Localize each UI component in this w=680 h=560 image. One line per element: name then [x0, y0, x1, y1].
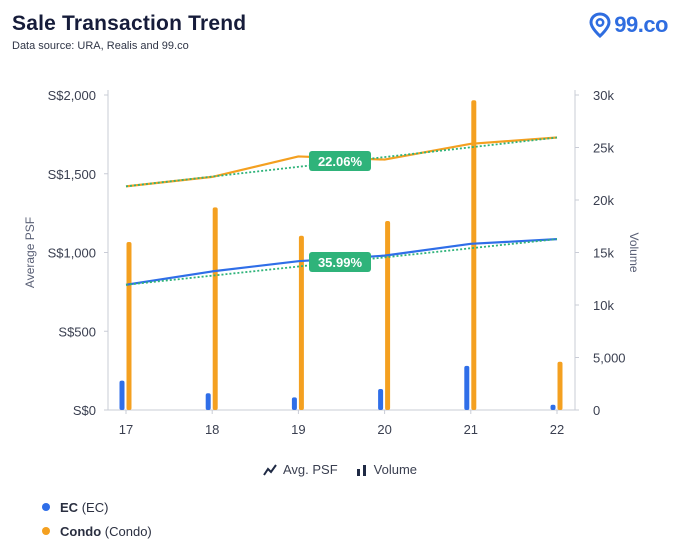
bar-condo	[212, 207, 218, 410]
x-tick-label: 20	[377, 422, 391, 437]
y-tick-label: S$500	[58, 324, 96, 339]
y-tick-label: S$0	[73, 403, 96, 418]
legend-label-avg-psf: Avg. PSF	[282, 462, 338, 477]
logo-text: 99.co	[614, 12, 668, 37]
growth-badge	[309, 151, 371, 171]
x-tick-label: 19	[291, 422, 305, 437]
x-tick-label: 18	[205, 422, 219, 437]
bar-condo	[557, 361, 563, 410]
y-tick-label: S$1,500	[48, 167, 96, 182]
y2-tick-label: 10k	[593, 298, 614, 313]
y2-tick-label: 25k	[593, 141, 614, 156]
location-pin-icon	[589, 12, 611, 38]
series-legend-ec[interactable]: EC (EC)	[42, 496, 152, 518]
bar-condo	[298, 235, 304, 410]
x-tick-label: 22	[550, 422, 564, 437]
series-legend-condo[interactable]: Condo (Condo)	[42, 520, 152, 542]
brand-logo: 99.co	[588, 12, 668, 38]
bar-ec	[119, 380, 125, 410]
bar-ec	[205, 393, 211, 410]
chart-legend: Avg. PSF Volume	[0, 462, 680, 477]
growth-badge	[309, 252, 371, 272]
series-name-ec: (EC)	[81, 499, 109, 515]
series-legend: EC (EC) Condo (Condo)	[42, 496, 152, 544]
growth-badge-label: 35.99%	[318, 255, 363, 270]
y2-tick-label: 20k	[593, 193, 614, 208]
bar-ec	[378, 389, 384, 410]
series-code-condo: Condo	[60, 523, 102, 539]
bar-condo	[385, 221, 391, 410]
chart-subtitle: Data source: URA, Realis and 99.co	[12, 40, 189, 52]
bar-ec	[550, 404, 556, 410]
series-code-ec: EC	[60, 499, 79, 515]
y-tick-label: S$2,000	[48, 88, 96, 103]
y2-tick-label: 30k	[593, 88, 614, 103]
y2-tick-label: 0	[593, 403, 600, 418]
legend-item-volume[interactable]: Volume	[356, 462, 417, 477]
series-name-condo: (Condo)	[104, 523, 152, 539]
ec-dot-icon	[42, 503, 50, 511]
y2-tick-label: 5,000	[593, 351, 626, 366]
line-chart-icon	[263, 463, 277, 476]
bar-chart-icon	[356, 464, 366, 476]
bar-ec	[291, 397, 297, 410]
y-tick-label: S$1,000	[48, 246, 96, 261]
chart-header: Sale Transaction Trend Data source: URA,…	[12, 12, 246, 52]
bar-condo	[471, 100, 477, 410]
bar-condo	[126, 242, 132, 410]
y2-axis-title: Volume	[627, 232, 641, 272]
bar-ec	[464, 365, 470, 410]
legend-label-volume: Volume	[373, 462, 418, 477]
y2-tick-label: 15k	[593, 246, 614, 261]
y-axis-title: Average PSF	[23, 217, 37, 288]
chart-title: Sale Transaction Trend	[12, 12, 247, 35]
chart-canvas: S$0 S$500 S$1,000 S$1,500 S$2,000 0 5,000 10k 15…	[23, 88, 641, 437]
growth-badge-label: 22.06%	[318, 154, 363, 169]
condo-dot-icon	[42, 527, 50, 535]
x-tick-label: 21	[464, 422, 478, 437]
x-tick-label: 17	[119, 422, 133, 437]
legend-item-avg-psf[interactable]: Avg. PSF	[263, 462, 338, 477]
